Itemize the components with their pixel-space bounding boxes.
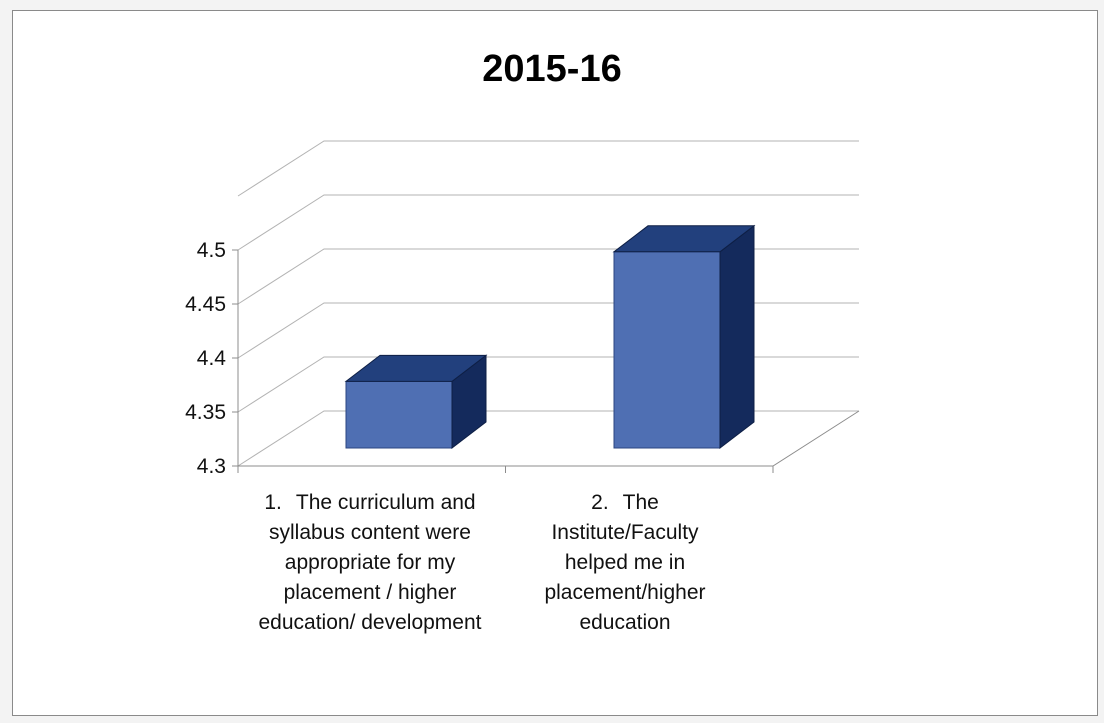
- bar-top-2: [612, 225, 756, 253]
- gridline: [237, 140, 859, 197]
- y-tick-label: 4.4: [197, 347, 227, 370]
- gridline: [237, 302, 859, 359]
- y-tick-label: 4.35: [185, 401, 226, 424]
- bar-front-2: [613, 251, 721, 449]
- bar-top-1: [344, 354, 488, 382]
- chart-frame: [12, 10, 1098, 716]
- bar-front-1: [345, 380, 453, 449]
- chart-title: 2015-16: [482, 48, 622, 90]
- y-tick-label: 4.45: [185, 293, 226, 316]
- y-tick-label: 4.3: [197, 455, 226, 478]
- category-text-1: The curriculum and syllabus content were…: [258, 491, 482, 634]
- bar-side-2: [719, 224, 755, 450]
- y-tick-label: 4.5: [197, 239, 226, 262]
- gridline: [237, 248, 859, 305]
- category-text-2: The Institute/Faculty helped me in place…: [544, 491, 706, 634]
- gridline: [237, 410, 859, 467]
- category-number-1: 1.: [264, 491, 282, 514]
- gridline: [237, 194, 859, 251]
- category-number-2: 2.: [591, 491, 609, 514]
- category-label-2: 2. The Institute/Faculty helped me in pla…: [520, 488, 730, 638]
- category-label-1: 1. The curriculum and syllabus content we…: [250, 488, 490, 638]
- gridline: [237, 356, 859, 413]
- floor-edge: [238, 410, 860, 467]
